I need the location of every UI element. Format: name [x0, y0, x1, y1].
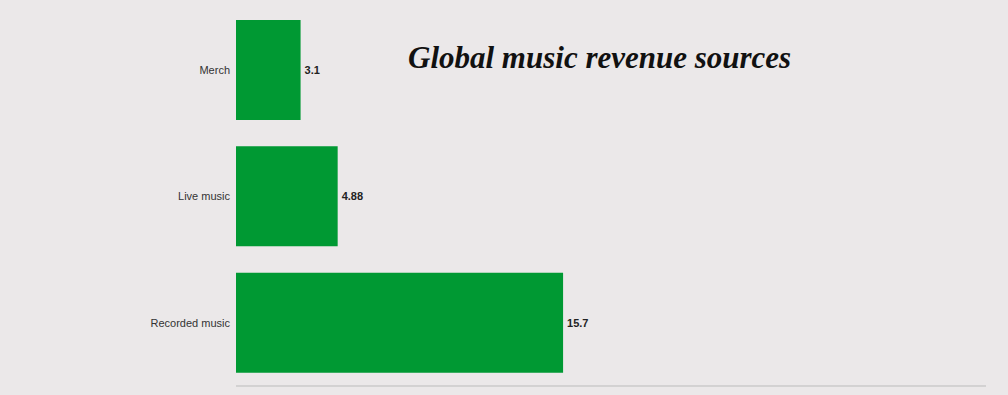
svg-text:4.88: 4.88	[342, 190, 363, 202]
html-text:Global music revenue sources: Global music revenue sources	[408, 40, 792, 75]
svg-text:15.7: 15.7	[567, 317, 588, 329]
svg-text:Merch: Merch	[199, 64, 230, 76]
svg-text:Live music: Live music	[178, 190, 230, 202]
svg-text:Recorded music: Recorded music	[151, 317, 231, 329]
svg-text:3.1: 3.1	[305, 64, 320, 76]
